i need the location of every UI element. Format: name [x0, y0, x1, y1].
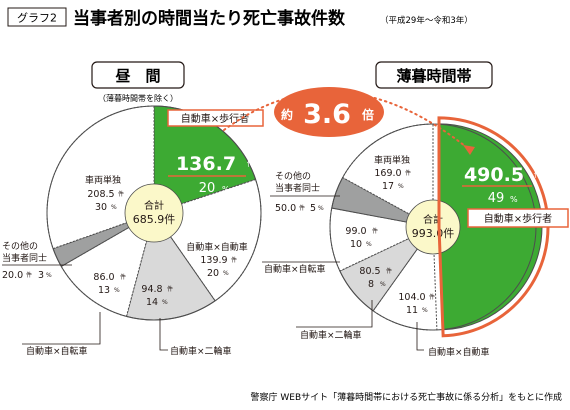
dusk-pedestrian-unit: 件: [534, 169, 542, 179]
day-pedestrian-unit: 件: [247, 158, 255, 168]
dusk-carbike-percent: 10: [350, 239, 362, 250]
graph-tag: グラフ2: [17, 11, 57, 25]
day-carmoto-leader: [159, 318, 168, 351]
day-subtitle: （薄暮時間帯を除く）: [98, 93, 178, 103]
dusk-carcar-percent: 11: [406, 305, 418, 316]
dusk-other-name-1: その他の: [275, 170, 311, 182]
day-carbike-unit: 件: [120, 273, 126, 281]
dusk-carcar-unit: 件: [429, 293, 435, 301]
total-circle: [405, 199, 461, 255]
ratio-suffix: 倍: [362, 107, 374, 122]
source-note: 警察庁 WEBサイト「薄暮時間帯における死亡事故に係る分析」をもとに作成: [251, 391, 562, 403]
day-other-unit: 件: [26, 271, 32, 279]
day-carcar-name: 自動車×自動車: [186, 241, 248, 253]
day-single-unit: 件: [118, 190, 124, 198]
day-carbike-leader: [22, 312, 101, 345]
ratio-value: 3.6: [303, 99, 351, 130]
dusk-carmoto-pct: %: [380, 281, 386, 288]
pie-outline: [46, 105, 262, 321]
dusk-carbike-unit: 件: [372, 227, 378, 235]
day-single-percent: 30: [95, 202, 107, 213]
dusk-pedestrian-percent: 49: [488, 191, 505, 206]
dusk-single-value: 169.0: [374, 168, 401, 179]
dusk-carcar-pct: %: [422, 307, 428, 314]
dusk-carmoto-unit: 件: [386, 267, 392, 275]
graph-tag-box: [7, 7, 67, 27]
day-pedestrian-tag: [167, 109, 264, 127]
day-carmoto-unit: 件: [167, 285, 173, 293]
dusk-carmoto-value: 80.5: [359, 266, 380, 277]
dusk-carcar-leader: [416, 322, 424, 351]
total-circle: [124, 183, 184, 243]
slice-labels: 自動車×歩行者 136.7 件 20 % 車両単独 208.5 件 30 % 自動車×自動車 139.…: [2, 109, 569, 358]
dusk-carcar-name: 自動車×自動車: [428, 346, 490, 358]
day-single-pct: %: [111, 204, 117, 211]
chart-period: （平成29年～令和3年）: [380, 15, 473, 26]
day-pedestrian-pct-sign: %: [222, 185, 230, 194]
day-single-value: 208.5: [87, 189, 114, 200]
day-carmoto-name: 自動車×二輪車: [170, 345, 232, 357]
day-carbike-value: 86.0: [93, 272, 114, 283]
dusk-pedestrian-value: 490.5: [464, 164, 524, 186]
day-carcar-value: 139.9: [200, 255, 227, 266]
dusk-carcar-value: 104.0: [398, 292, 425, 303]
dusk-carmoto-percent: 8: [368, 279, 374, 290]
dusk-other-pct: %: [318, 205, 324, 212]
dusk-carbike-name: 自動車×自転車: [264, 263, 326, 275]
total-value: 685.9件: [133, 213, 176, 226]
day-single-name: 車両単独: [85, 174, 121, 186]
day-pedestrian-value: 136.7: [176, 153, 236, 175]
day-carbike-name: 自動車×自転車: [26, 345, 88, 357]
dusk-pedestrian-tag: [467, 208, 569, 228]
day-carcar-unit: 件: [231, 256, 237, 264]
total-value: 993.0件: [412, 227, 455, 240]
day-other-value: 20.0: [2, 270, 23, 281]
day-carcar-pct: %: [223, 270, 229, 277]
dusk-title: 薄暮時間帯: [396, 67, 471, 85]
dusk-other-unit: 件: [299, 204, 305, 212]
dusk-carmoto-name: 自動車×二輪車: [300, 329, 362, 341]
dusk-other-percent: 5: [310, 203, 316, 214]
dusk-carmoto-leader: [296, 300, 373, 328]
dusk-single-unit: 件: [405, 169, 411, 177]
dusk-single-name: 車両単独: [374, 154, 410, 166]
day-carmoto-pct: %: [162, 299, 168, 306]
ratio-arrow-head: [463, 145, 475, 155]
day-carmoto-percent: 14: [146, 297, 158, 308]
day-title: 昼 間: [115, 67, 160, 85]
day-carcar-percent: 20: [207, 268, 219, 279]
day-carmoto-value: 94.8: [141, 284, 162, 295]
day-carbike-pct: %: [114, 287, 120, 294]
day-other-pct: %: [46, 272, 52, 279]
dusk-single-pct: %: [398, 183, 404, 190]
ratio-badge: [274, 87, 384, 137]
dusk-pedestrian-name: 自動車×歩行者: [484, 212, 552, 225]
dusk-title-box: [375, 61, 493, 89]
total-label: 合計: [144, 199, 164, 212]
dusk-single-percent: 17: [382, 181, 394, 192]
day-other-name-2: 当事者同士: [2, 252, 47, 264]
dusk-other-value: 50.0: [275, 203, 296, 214]
dusk-pedestrian-pct-sign: %: [510, 195, 518, 204]
dusk-other-name-2: 当事者同士: [275, 182, 320, 194]
day-other-name-1: その他の: [2, 240, 38, 252]
dusk-carbike-pct: %: [366, 241, 372, 248]
day-pedestrian-name: 自動車×歩行者: [181, 112, 249, 125]
day-other-percent: 3: [38, 270, 44, 281]
chart-title: 当事者別の時間当たり死亡事故件数: [73, 8, 346, 29]
day-carbike-percent: 13: [98, 285, 110, 296]
dusk-carbike-value: 99.0: [345, 226, 366, 237]
ratio-prefix: 約: [281, 107, 293, 122]
day-pedestrian-percent: 20: [199, 181, 216, 196]
day-title-box: [91, 61, 185, 89]
